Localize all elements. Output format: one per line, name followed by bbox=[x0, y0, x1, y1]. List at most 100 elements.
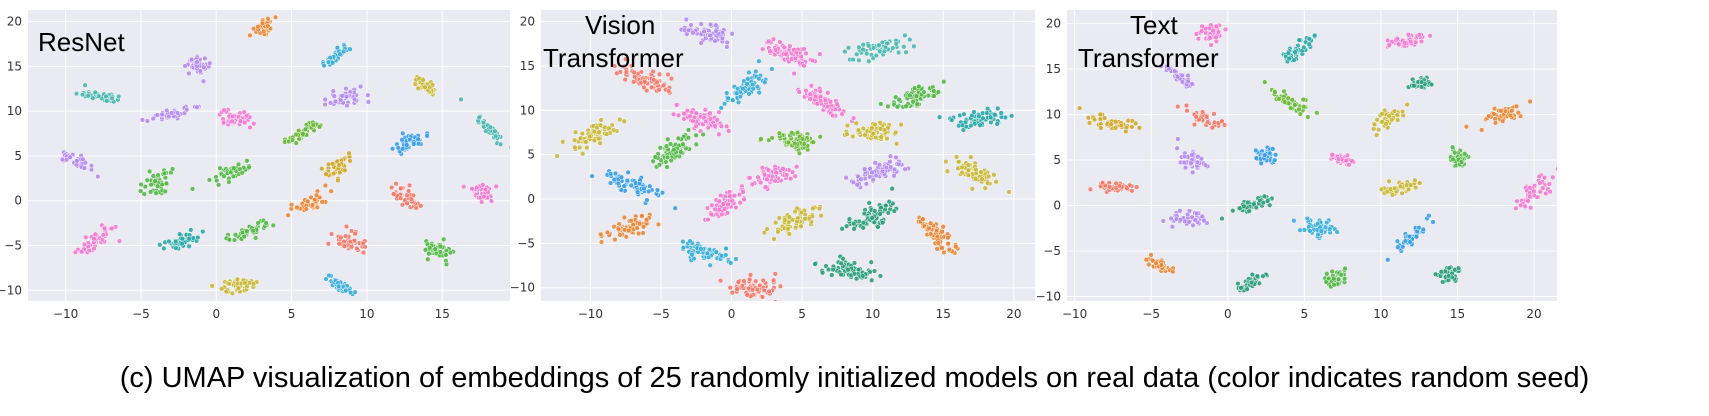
data-point bbox=[1199, 213, 1205, 220]
data-point bbox=[741, 196, 747, 203]
data-point bbox=[663, 159, 669, 165]
data-point bbox=[647, 183, 653, 189]
data-point bbox=[628, 182, 634, 189]
data-point bbox=[1386, 42, 1393, 48]
data-point bbox=[939, 245, 945, 251]
data-point bbox=[1297, 227, 1303, 233]
data-point bbox=[1418, 38, 1425, 45]
seed-cluster bbox=[282, 119, 324, 146]
data-point bbox=[1338, 272, 1344, 278]
data-point bbox=[1507, 112, 1513, 119]
data-point bbox=[1331, 276, 1337, 282]
data-point bbox=[713, 28, 719, 34]
seed-cluster bbox=[718, 58, 775, 111]
seed-cluster bbox=[1291, 215, 1340, 241]
y-tick-label: 5 bbox=[14, 149, 22, 163]
data-point bbox=[1325, 275, 1332, 282]
data-point bbox=[91, 245, 97, 252]
data-point bbox=[155, 183, 161, 189]
data-point bbox=[693, 132, 699, 138]
data-point bbox=[851, 260, 858, 266]
data-point bbox=[812, 261, 818, 267]
data-point bbox=[973, 176, 979, 182]
data-point bbox=[352, 231, 358, 237]
data-point bbox=[761, 287, 767, 294]
data-point bbox=[945, 240, 951, 247]
data-point bbox=[844, 131, 850, 137]
data-point bbox=[1300, 96, 1306, 103]
data-point bbox=[755, 174, 761, 180]
data-point bbox=[1296, 37, 1302, 43]
data-point bbox=[1168, 215, 1174, 222]
data-point bbox=[642, 79, 648, 85]
data-point bbox=[82, 82, 88, 88]
data-point bbox=[698, 40, 704, 46]
data-point bbox=[492, 128, 498, 134]
data-point bbox=[702, 107, 708, 113]
data-point bbox=[933, 227, 940, 234]
data-point bbox=[783, 51, 789, 57]
data-point bbox=[721, 101, 728, 107]
data-point bbox=[1543, 190, 1549, 197]
data-point bbox=[1199, 109, 1206, 115]
x-tick-label: 0 bbox=[728, 307, 736, 321]
data-point bbox=[389, 184, 395, 191]
data-point bbox=[902, 166, 908, 172]
data-point bbox=[901, 44, 907, 50]
seed-cluster bbox=[842, 120, 904, 147]
data-point bbox=[887, 159, 893, 165]
data-point bbox=[982, 185, 988, 191]
data-point bbox=[1402, 40, 1408, 46]
data-point bbox=[644, 197, 650, 203]
data-point bbox=[866, 58, 872, 64]
seed-cluster bbox=[1371, 101, 1410, 138]
data-point bbox=[713, 249, 719, 255]
scatter-points bbox=[59, 14, 510, 298]
data-point bbox=[1181, 159, 1187, 166]
data-point bbox=[109, 225, 115, 232]
data-point bbox=[718, 123, 724, 129]
data-point bbox=[754, 83, 761, 90]
data-point bbox=[872, 121, 878, 128]
data-point bbox=[884, 135, 890, 142]
data-point bbox=[850, 133, 856, 140]
data-point bbox=[1389, 117, 1395, 123]
data-point bbox=[729, 31, 735, 37]
data-point bbox=[334, 45, 341, 51]
seed-cluster bbox=[1463, 98, 1533, 133]
data-point bbox=[959, 169, 965, 176]
data-point bbox=[693, 110, 699, 116]
seed-cluster bbox=[1328, 152, 1357, 168]
data-point bbox=[770, 277, 777, 283]
data-point bbox=[810, 205, 816, 212]
data-point bbox=[724, 123, 730, 130]
data-point bbox=[99, 237, 106, 243]
data-point bbox=[1210, 28, 1216, 34]
data-point bbox=[869, 169, 875, 176]
data-point bbox=[817, 51, 823, 57]
data-point bbox=[1174, 74, 1181, 80]
seed-cluster bbox=[1158, 63, 1196, 90]
data-point bbox=[1158, 63, 1164, 69]
data-point bbox=[1182, 153, 1188, 160]
data-point bbox=[405, 188, 412, 194]
data-point bbox=[365, 92, 371, 98]
data-point bbox=[1292, 49, 1298, 55]
data-point bbox=[250, 26, 257, 32]
data-point bbox=[342, 288, 349, 294]
data-point bbox=[255, 24, 261, 30]
data-point bbox=[1304, 215, 1311, 222]
data-point bbox=[397, 195, 404, 201]
data-point bbox=[1153, 260, 1159, 266]
x-tick-label: 15 bbox=[936, 307, 951, 321]
data-point bbox=[159, 111, 165, 118]
data-point bbox=[352, 289, 358, 295]
data-point bbox=[241, 233, 247, 240]
data-point bbox=[1188, 160, 1194, 166]
data-point bbox=[488, 198, 495, 204]
data-point bbox=[91, 236, 97, 242]
seed-cluster bbox=[1513, 166, 1557, 211]
data-point bbox=[144, 118, 151, 124]
data-point bbox=[625, 169, 631, 176]
data-point bbox=[896, 96, 902, 103]
